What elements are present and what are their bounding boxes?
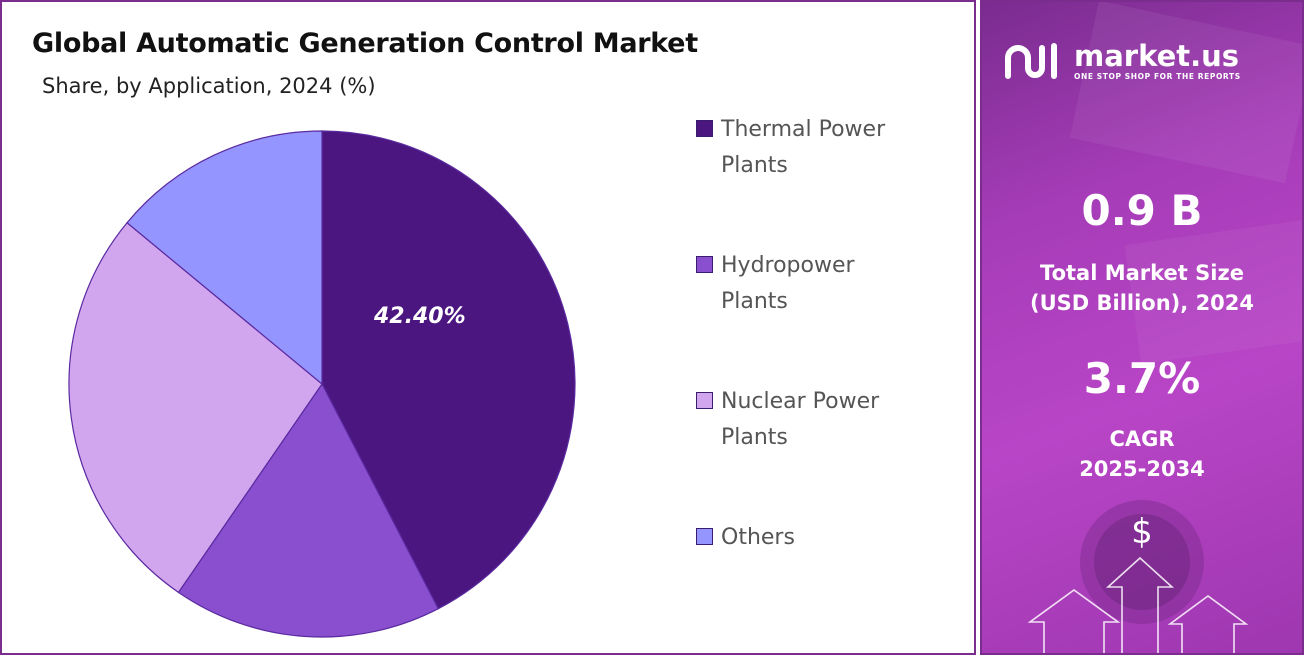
legend-label-others: Others [721,525,795,550]
pie-slice-nuclear [68,221,323,594]
dollar-icon: $ [1131,512,1153,552]
cagr-value: 3.7% [1083,354,1201,403]
market-us-logo-icon [1005,43,1057,79]
background-decoration [1027,2,1302,653]
legend-item-hydro: Hydropower Plants [696,248,956,320]
legend-swatch-hydro [696,256,713,273]
legend-label-thermal: Thermal Power Plants [721,117,886,178]
market-size-label-line1: Total Market Size [1040,261,1244,285]
pie-slice-others [126,130,323,386]
brand-name: market.us [1074,38,1240,73]
chart-panel: Global Automatic Generation Control Mark… [0,0,976,655]
chart-subtitle: Share, by Application, 2024 (%) [42,74,376,98]
cagr-label: CAGR [1109,427,1175,451]
summary-panel: market.us ONE STOP SHOP FOR THE REPORTS … [980,0,1304,655]
legend-item-nuclear: Nuclear Power Plants [696,384,956,456]
chart-title: Global Automatic Generation Control Mark… [32,28,698,59]
pie-slice-thermal [321,130,576,610]
pie-chart: 42.40% [68,130,576,638]
brand: market.us ONE STOP SHOP FOR THE REPORTS [1002,38,1241,82]
market-size-label-line2: (USD Billion), 2024 [1029,291,1255,315]
cagr-period: 2025-2034 [1079,457,1205,481]
legend-item-others: Others [696,520,956,556]
legend-swatch-others [696,528,713,545]
data-label-thermal: 42.40% [373,304,466,329]
arrow-up-icon [1027,556,1249,653]
legend-item-thermal: Thermal Power Plants [696,112,956,184]
brand-tagline: ONE STOP SHOP FOR THE REPORTS [1074,71,1241,81]
market-size-value: 0.9 B [1081,186,1203,235]
pie-slice-hydro [177,382,440,638]
legend-swatch-nuclear [696,392,713,409]
legend-label-hydro: Hydropower Plants [721,253,855,314]
legend-label-nuclear: Nuclear Power Plants [721,389,880,450]
legend-swatch-thermal [696,120,713,137]
